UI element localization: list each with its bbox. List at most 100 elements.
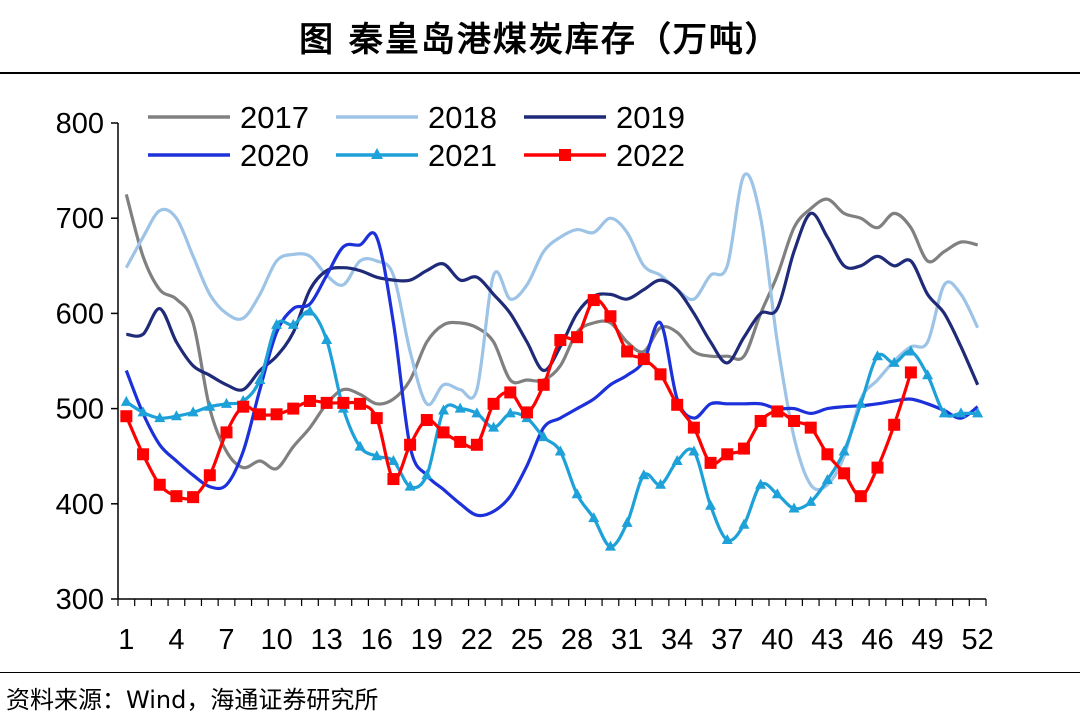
x-tick-label: 37 [711, 624, 743, 656]
point-2022 [203, 469, 216, 482]
point-2022 [187, 491, 200, 504]
point-2022 [904, 366, 917, 379]
point-2022 [470, 438, 483, 451]
legend-label-2022: 2022 [616, 138, 685, 173]
point-2022 [771, 405, 784, 418]
legend-marker-2021 [371, 148, 383, 159]
point-2021 [154, 412, 166, 423]
point-2022 [637, 353, 650, 366]
point-2022 [370, 412, 383, 425]
point-2021 [838, 445, 850, 456]
coal-inventory-line-chart: 300 400 500 600 700 800 1 4 7 10 13 16 19 22 25 28 31 34 3… [56, 100, 994, 656]
x-tick-label: 7 [218, 624, 234, 656]
point-2021 [588, 512, 600, 523]
point-2022 [704, 456, 717, 469]
x-tick-label: 43 [811, 624, 843, 656]
y-tick-label: 500 [56, 394, 104, 426]
point-2021 [221, 397, 232, 408]
point-2021 [721, 533, 733, 544]
point-2022 [387, 473, 400, 486]
chart-title-bar: 图 秦皇岛港煤炭库存（万吨） [0, 0, 1080, 74]
point-2022 [654, 368, 667, 381]
point-2021 [471, 407, 483, 418]
x-tick-label: 46 [861, 624, 893, 656]
point-2021 [454, 402, 466, 413]
point-2022 [237, 400, 250, 413]
chart-title: 图 秦皇岛港煤炭库存（万吨） [299, 19, 781, 60]
x-tick-label: 25 [511, 624, 543, 656]
point-2022 [437, 426, 450, 439]
point-2021 [170, 410, 182, 421]
x-tick-label: 49 [911, 624, 943, 656]
point-2021 [638, 469, 650, 480]
point-2021 [504, 407, 516, 418]
point-2021 [922, 369, 934, 380]
source-note: 资料来源：Wind，海通证券研究所 [6, 686, 379, 714]
point-2022 [804, 421, 817, 434]
point-2022 [737, 442, 750, 455]
point-2022 [504, 386, 517, 399]
point-2021 [137, 406, 149, 417]
x-tick-label: 4 [168, 624, 184, 656]
y-tick-label: 700 [56, 203, 104, 235]
point-2021 [204, 400, 216, 411]
point-2022 [404, 438, 417, 451]
point-2021 [554, 445, 566, 456]
point-2021 [538, 431, 550, 442]
point-2022 [253, 408, 266, 421]
y-tick-label: 300 [56, 584, 104, 616]
point-2022 [854, 490, 867, 503]
point-2021 [254, 374, 266, 385]
point-2021 [705, 499, 717, 510]
point-2021 [371, 450, 383, 461]
point-2022 [337, 396, 350, 409]
point-2021 [120, 395, 132, 406]
point-2022 [270, 408, 283, 421]
point-2021 [404, 480, 416, 491]
point-2021 [354, 440, 366, 451]
point-2021 [788, 502, 800, 513]
point-2021 [304, 305, 316, 316]
point-2022 [320, 396, 333, 409]
x-tick-label: 40 [761, 624, 793, 656]
series-line-2018 [124, 172, 980, 492]
series-line-2021 [125, 309, 978, 549]
legend-marker-2022 [559, 149, 571, 161]
point-2022 [153, 478, 166, 491]
point-2021 [805, 495, 817, 506]
y-tick-label: 600 [56, 298, 104, 330]
point-2022 [604, 310, 617, 323]
point-2021 [938, 407, 950, 418]
point-2022 [520, 406, 533, 419]
legend-label-2017: 2017 [240, 100, 309, 135]
point-2021 [905, 345, 917, 356]
x-tick-label: 10 [260, 624, 292, 656]
point-2021 [872, 350, 883, 361]
point-2022 [554, 334, 567, 347]
point-2021 [821, 474, 833, 484]
x-tick-label: 22 [461, 624, 493, 656]
point-2022 [838, 467, 851, 480]
point-2021 [321, 334, 333, 345]
legend-label-2021: 2021 [428, 138, 497, 173]
point-2022 [487, 397, 500, 410]
point-2021 [888, 356, 900, 367]
point-2021 [738, 518, 750, 529]
point-2022 [220, 426, 233, 439]
point-2021 [387, 454, 399, 465]
x-tick-label: 31 [611, 624, 643, 656]
point-2022 [137, 448, 150, 461]
legend-label-2018: 2018 [428, 100, 497, 135]
x-tick-label: 13 [311, 624, 343, 656]
series-line-2020 [124, 231, 979, 518]
point-2022 [888, 418, 901, 431]
point-2021 [621, 516, 633, 527]
point-2021 [438, 404, 449, 415]
x-tick-label: 52 [962, 624, 994, 656]
point-2021 [955, 407, 967, 418]
point-2021 [271, 318, 283, 329]
point-2022 [687, 421, 700, 434]
point-2022 [287, 402, 300, 415]
x-tick-label: 1 [118, 624, 134, 656]
point-2022 [671, 398, 684, 411]
